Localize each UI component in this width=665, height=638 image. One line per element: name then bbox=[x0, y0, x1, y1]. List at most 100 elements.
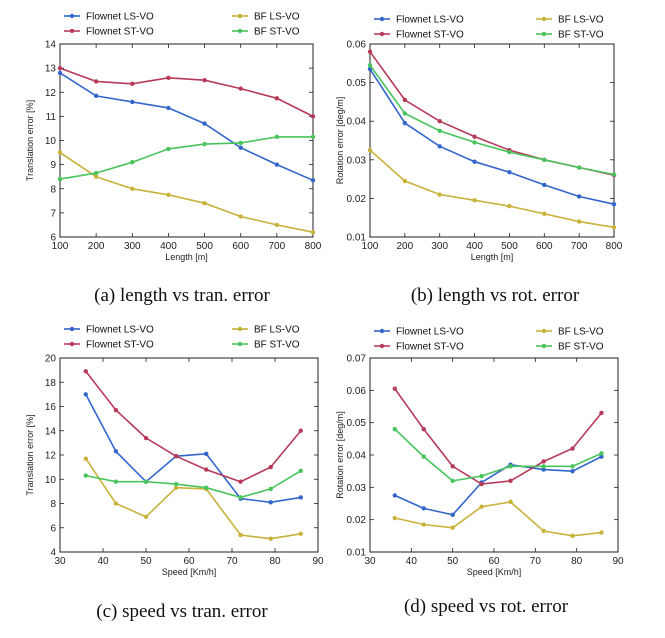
data-point-flownet-ls-vo bbox=[507, 169, 512, 175]
y-tick-label: 0.04 bbox=[347, 451, 367, 462]
data-point-flownet-st-vo bbox=[541, 459, 546, 464]
y-tick-label: 14 bbox=[45, 426, 57, 437]
series-line-flownet-ls-vo bbox=[394, 455, 602, 516]
x-axis-label: Length [m] bbox=[165, 252, 208, 262]
data-point-bf-st-vo bbox=[507, 149, 512, 155]
series-line-bf-ls-vo bbox=[59, 151, 314, 233]
legend-label-bf-st-vo: BF ST-VO bbox=[558, 30, 604, 41]
data-point-flownet-st-vo bbox=[113, 407, 119, 413]
y-axis-label: Rotation error [deg/m] bbox=[335, 97, 345, 185]
legend-label-flownet-ls-vo: Flownet LS-VO bbox=[396, 327, 464, 338]
data-point-bf-st-vo bbox=[570, 464, 575, 469]
legend-label-bf-ls-vo: BF LS-VO bbox=[558, 15, 604, 26]
y-tick-label: 6 bbox=[50, 523, 56, 534]
plot-frame bbox=[369, 357, 619, 553]
y-tick-label: 7 bbox=[50, 208, 56, 219]
data-point-bf-st-vo bbox=[238, 140, 243, 146]
data-point-flownet-st-vo bbox=[274, 96, 280, 101]
y-axis-label: Translation error [%] bbox=[25, 414, 35, 495]
legend-marker-bf-st-vo bbox=[541, 343, 547, 349]
data-point-bf-st-vo bbox=[93, 170, 99, 176]
y-axis-label: Rotation error [deg/m] bbox=[335, 411, 345, 499]
data-point-bf-ls-vo bbox=[542, 211, 547, 217]
legend-label-flownet-ls-vo: Flownet LS-VO bbox=[86, 325, 154, 336]
legend-marker-bf-ls-vo bbox=[541, 328, 547, 334]
data-point-flownet-st-vo bbox=[402, 97, 408, 103]
x-tick-label: 60 bbox=[488, 556, 500, 567]
x-axis-label: Speed [Km/h] bbox=[467, 567, 522, 577]
legend-label-flownet-ls-vo: Flownet LS-VO bbox=[396, 15, 464, 26]
data-point-flownet-ls-vo bbox=[202, 121, 207, 126]
x-tick-label: 700 bbox=[571, 241, 588, 252]
data-point-bf-ls-vo bbox=[472, 198, 477, 203]
x-tick-label: 500 bbox=[501, 241, 518, 252]
data-point-bf-st-vo bbox=[450, 478, 455, 484]
chart-length-vs-translation-error: 100 200 300 400 500 600 700 800 6 7 8 9 10 11 12 13 14 Le… bbox=[25, 12, 322, 263]
y-tick-label: 12 bbox=[45, 88, 57, 99]
data-point-flownet-ls-vo bbox=[130, 99, 135, 105]
x-tick-label: 700 bbox=[269, 241, 286, 252]
series-line-bf-ls-vo bbox=[85, 458, 301, 540]
data-point-bf-st-vo bbox=[402, 111, 408, 116]
series-line-flownet-st-vo bbox=[85, 370, 302, 483]
data-point-bf-ls-vo bbox=[392, 515, 397, 521]
data-point-bf-st-vo bbox=[310, 134, 316, 140]
y-tick-label: 0.05 bbox=[347, 78, 367, 89]
plot-frame bbox=[369, 43, 615, 238]
data-point-flownet-ls-vo bbox=[576, 194, 582, 199]
x-tick-label: 300 bbox=[124, 241, 141, 252]
data-point-bf-ls-vo bbox=[541, 528, 546, 534]
data-point-bf-ls-vo bbox=[93, 174, 99, 179]
data-point-flownet-st-vo bbox=[421, 426, 426, 432]
y-tick-label: 6 bbox=[50, 233, 56, 244]
y-tick-label: 14 bbox=[45, 40, 57, 51]
legend-label-flownet-st-vo: Flownet ST-VO bbox=[396, 342, 464, 353]
legend-label-flownet-st-vo: Flownet ST-VO bbox=[86, 27, 154, 38]
legend-label-bf-st-vo: BF ST-VO bbox=[254, 340, 300, 351]
data-point-flownet-ls-vo bbox=[93, 93, 99, 99]
legend-marker-flownet-ls-vo bbox=[379, 16, 385, 22]
data-point-bf-st-vo bbox=[173, 481, 179, 487]
data-point-bf-st-vo bbox=[421, 454, 426, 459]
y-tick-label: 0.03 bbox=[347, 155, 367, 166]
data-point-flownet-st-vo bbox=[238, 86, 243, 91]
data-point-bf-st-vo bbox=[298, 468, 303, 473]
data-point-bf-ls-vo bbox=[113, 501, 119, 506]
x-tick-label: 80 bbox=[269, 556, 281, 567]
data-point-flownet-ls-vo bbox=[83, 392, 89, 397]
data-point-flownet-st-vo bbox=[450, 464, 455, 469]
x-tick-label: 200 bbox=[88, 241, 105, 252]
data-point-flownet-st-vo bbox=[166, 75, 171, 80]
data-point-flownet-st-vo bbox=[57, 65, 63, 71]
data-point-flownet-ls-vo bbox=[392, 493, 397, 498]
caption-a: (a) length vs tran. error bbox=[94, 285, 270, 306]
series-line-flownet-st-vo bbox=[394, 388, 603, 485]
plot-frame bbox=[59, 43, 314, 238]
data-point-bf-ls-vo bbox=[238, 214, 243, 219]
y-tick-label: 0.07 bbox=[347, 354, 367, 365]
data-point-flownet-st-vo bbox=[479, 481, 484, 487]
x-tick-label: 50 bbox=[447, 556, 459, 567]
x-tick-label: 500 bbox=[196, 241, 213, 252]
data-point-bf-ls-vo bbox=[130, 186, 135, 191]
data-point-bf-ls-vo bbox=[437, 192, 442, 197]
data-point-bf-ls-vo bbox=[421, 522, 426, 527]
series-line-bf-ls-vo bbox=[394, 501, 602, 537]
x-axis-label: Speed [Km/h] bbox=[162, 567, 217, 577]
legend-marker-flownet-st-vo bbox=[379, 343, 385, 349]
data-point-flownet-st-vo bbox=[173, 454, 179, 459]
x-axis-label: Length [m] bbox=[471, 252, 514, 262]
data-point-flownet-ls-vo bbox=[542, 182, 547, 188]
legend-marker-flownet-ls-vo bbox=[379, 328, 385, 334]
data-point-bf-st-vo bbox=[130, 160, 135, 165]
data-point-bf-ls-vo bbox=[268, 536, 273, 541]
data-point-flownet-ls-vo bbox=[204, 451, 209, 456]
x-tick-label: 90 bbox=[312, 556, 324, 567]
x-tick-label: 400 bbox=[466, 241, 483, 252]
legend-label-flownet-ls-vo: Flownet LS-VO bbox=[86, 12, 154, 23]
x-tick-label: 600 bbox=[536, 241, 553, 252]
y-axis-label: Translation error [%] bbox=[25, 100, 35, 181]
data-point-bf-st-vo bbox=[367, 63, 373, 68]
series-line-flownet-st-vo bbox=[59, 67, 314, 118]
data-point-bf-ls-vo bbox=[611, 225, 617, 230]
